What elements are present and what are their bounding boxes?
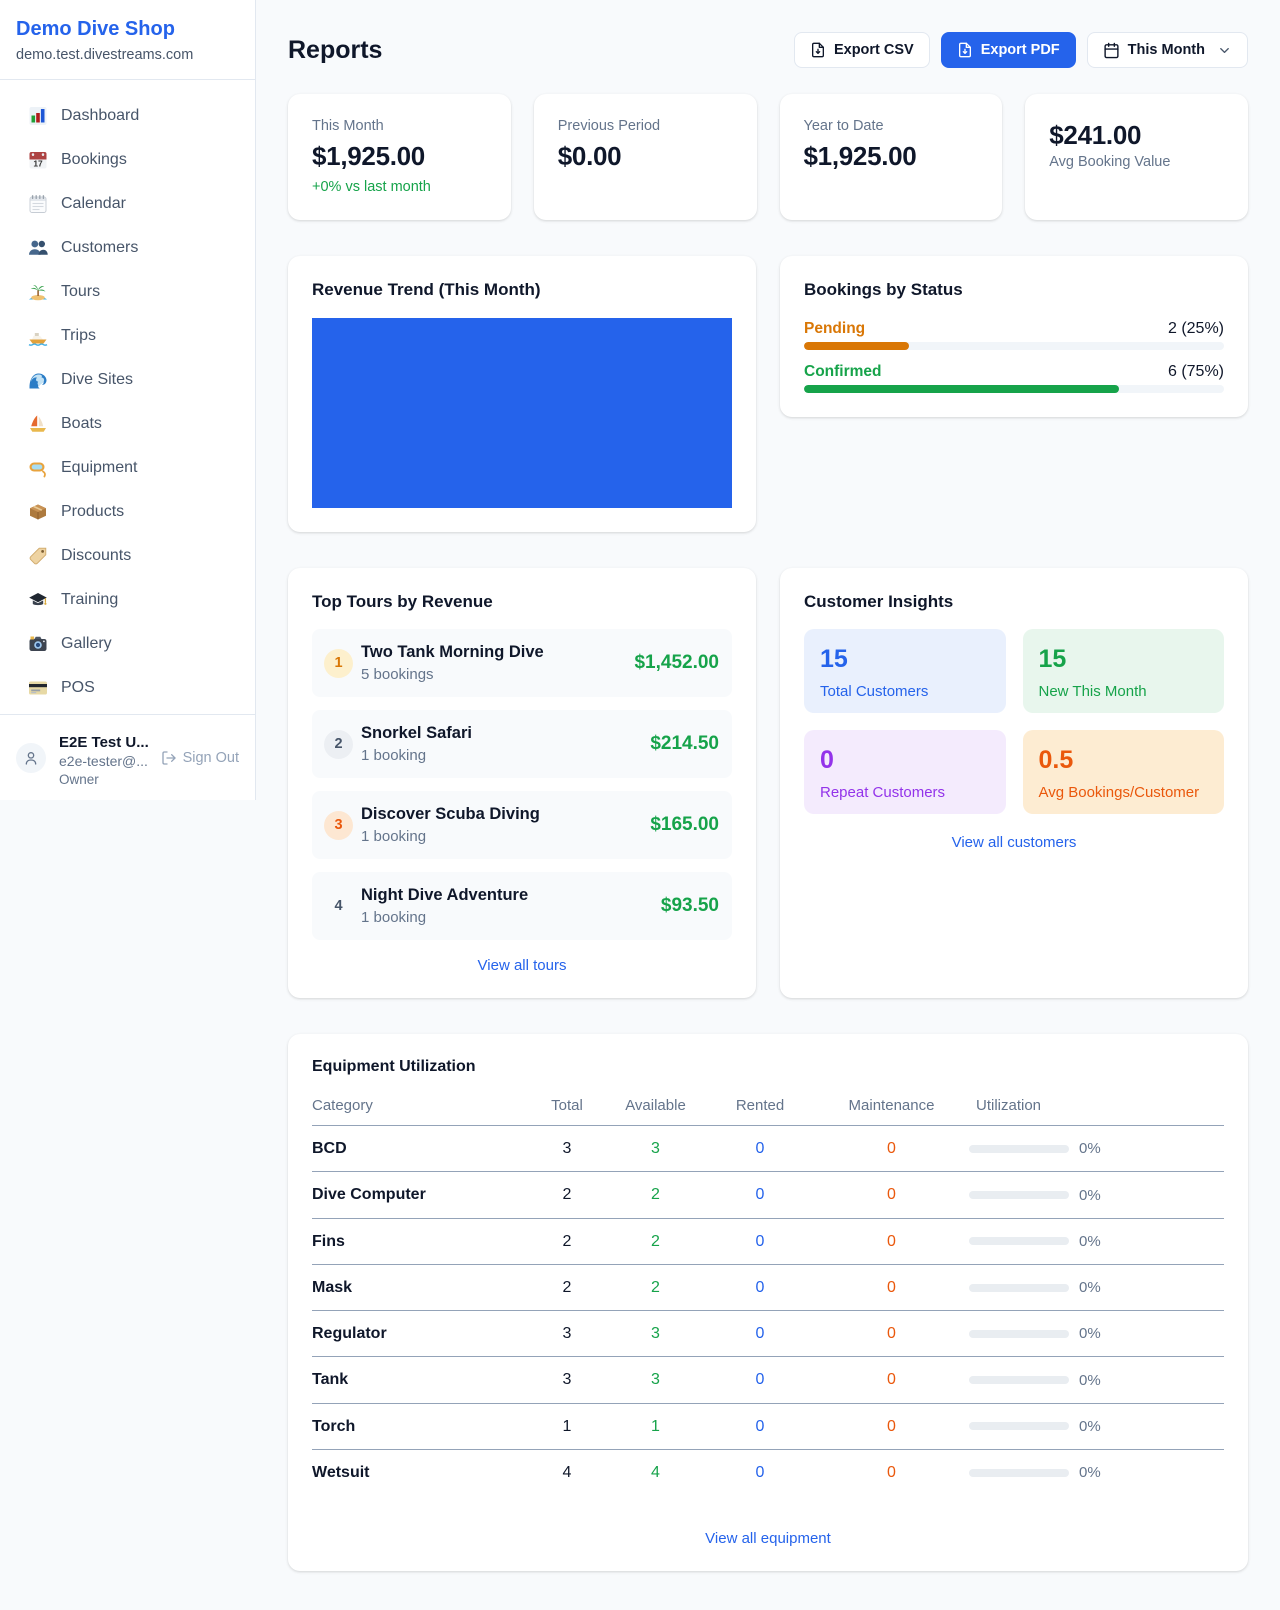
svg-text:17: 17 [33,159,43,169]
